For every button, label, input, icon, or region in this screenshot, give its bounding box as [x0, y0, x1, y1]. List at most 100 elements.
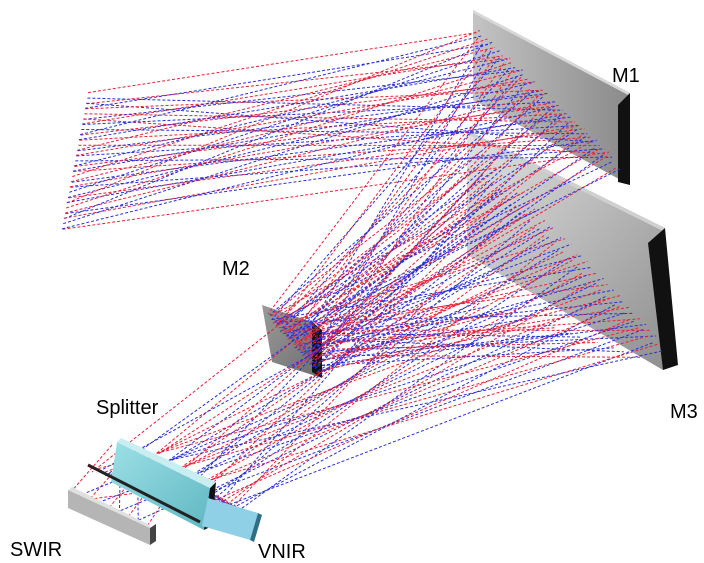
- ray-segment: [96, 228, 540, 474]
- ray-segment: [69, 50, 500, 193]
- ray-segment: [317, 225, 552, 372]
- ray-segment: [126, 335, 648, 483]
- ray-segment: [108, 251, 564, 478]
- ray-segment: [64, 93, 545, 214]
- ray-segment: [153, 282, 597, 495]
- ray-segment: [321, 347, 614, 366]
- label-m2: M2: [222, 258, 250, 280]
- ray-segment: [156, 189, 498, 493]
- ray-segment: [129, 236, 550, 486]
- label-splitter: Splitter: [96, 397, 159, 419]
- ray-segment: [282, 255, 582, 335]
- ray-segment: [276, 77, 522, 325]
- ray-segment: [297, 289, 614, 351]
- ray-segment: [76, 46, 496, 151]
- label-m1: M1: [612, 65, 640, 87]
- ray-segment: [124, 180, 488, 481]
- ray-segment: [62, 151, 610, 230]
- ray-segment: [76, 124, 580, 157]
- ray-segment: [321, 323, 546, 371]
- ray-segment: [273, 109, 556, 321]
- ray-segment: [63, 125, 577, 219]
- ray-segment: [86, 57, 511, 105]
- ray-segment: [189, 197, 507, 506]
- ray-segment: [65, 139, 597, 215]
- ray-segment: [101, 289, 601, 474]
- ray-segment: [287, 226, 556, 341]
- ray-segment: [199, 319, 630, 508]
- ray-segment: [271, 57, 500, 320]
- ray-segment: [87, 31, 479, 94]
- ray-segment: [303, 115, 561, 353]
- ray-segment: [104, 190, 502, 477]
- ray-segment: [72, 90, 540, 172]
- ray-segment: [79, 35, 483, 136]
- ray-segment: [269, 151, 481, 317]
- ray-segment: [141, 259, 573, 491]
- vnir-detector: [202, 498, 262, 542]
- ray-segment: [64, 41, 493, 220]
- ray-segment: [186, 296, 606, 503]
- ray-segment: [69, 102, 553, 188]
- swir-detector: [68, 487, 156, 545]
- ray-segment: [321, 302, 477, 372]
- ray-segment: [290, 56, 496, 338]
- ray-segment: [67, 30, 480, 204]
- ray-segment: [133, 297, 611, 487]
- ray-segment: [73, 136, 593, 172]
- ray-segment: [280, 96, 543, 330]
- label-m3: M3: [670, 401, 698, 423]
- ray-segment: [284, 116, 565, 335]
- ray-segment: [161, 250, 559, 494]
- ray-segment: [66, 114, 565, 203]
- ray-segment: [66, 61, 513, 209]
- ray-segment: [79, 113, 568, 141]
- ray-segment: [294, 76, 518, 343]
- label-swir: SWIR: [10, 539, 62, 561]
- ray-segment: [81, 55, 503, 125]
- ray-segment: [301, 63, 505, 352]
- ray-segment: [178, 329, 644, 505]
- ray-segment: [305, 82, 526, 358]
- ray-segment: [93, 327, 639, 471]
- ray-segment: [80, 81, 536, 136]
- ray-segment: [297, 43, 483, 347]
- ray-segment: [211, 342, 653, 512]
- ray-segment: [271, 266, 592, 321]
- ray-segment: [279, 209, 539, 332]
- ray-bundles: [61, 30, 663, 529]
- ray-segment: [146, 320, 634, 492]
- ray-segment: [278, 129, 578, 326]
- ray-segment: [149, 226, 535, 490]
- ray-segment: [166, 306, 620, 500]
- ray-segment: [271, 141, 591, 317]
- ray-segment: [158, 343, 658, 496]
- ray-segment: [321, 306, 487, 346]
- ray-segment: [267, 37, 479, 315]
- ray-segment: [290, 272, 598, 343]
- ray-segment: [321, 327, 556, 344]
- ray-segment: [272, 192, 523, 324]
- ray-segment: [116, 213, 526, 482]
- ray-segment: [87, 97, 563, 111]
- ray-segment: [72, 38, 488, 178]
- ray-segment: [113, 312, 625, 479]
- ray-segment: [78, 67, 516, 141]
- ray-segment: [63, 73, 525, 225]
- ray-segment: [321, 311, 503, 362]
- ray-segment: [307, 162, 493, 361]
- ray-segment: [206, 281, 592, 512]
- ray-segment: [71, 116, 573, 183]
- ray-segment: [69, 444, 113, 494]
- ray-segment: [136, 203, 512, 485]
- ray-segment: [275, 161, 612, 322]
- ray-segment: [321, 312, 513, 339]
- ray-segment: [293, 155, 608, 345]
- ray-segment: [176, 174, 484, 502]
- ray-segment: [169, 212, 521, 498]
- ray-segment: [133, 489, 206, 523]
- ray-segment: [278, 49, 487, 324]
- ray-segment: [275, 238, 566, 326]
- ray-segment: [77, 93, 548, 152]
